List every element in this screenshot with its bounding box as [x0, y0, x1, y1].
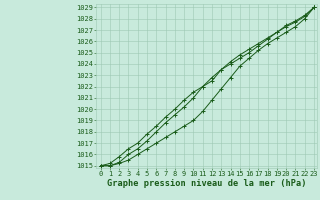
X-axis label: Graphe pression niveau de la mer (hPa): Graphe pression niveau de la mer (hPa) [107, 179, 306, 188]
